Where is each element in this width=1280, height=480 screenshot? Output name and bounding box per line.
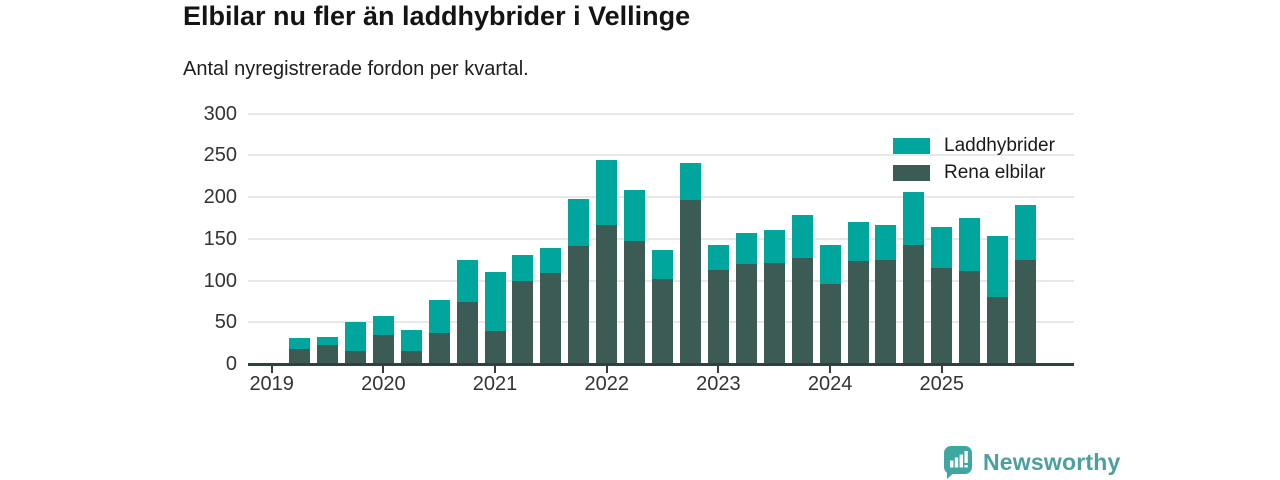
x-axis-tick-2025 [940,365,943,373]
x-axis-tick-2021 [494,365,497,373]
bar-segment-laddhybrider-2022-q2 [624,190,646,242]
x-axis-tick-2023 [717,365,720,373]
legend-swatch-laddhybrider [893,137,930,154]
bar-segment-rena-elbilar-2020-q2 [400,350,422,364]
y-axis-label-0: 0 [225,353,237,375]
bar-segment-laddhybrider-2019-q3 [317,337,339,345]
x-axis-label-2021: 2021 [472,373,518,395]
bar-segment-rena-elbilar-2021-q4 [568,246,590,364]
y-axis-label-100: 100 [203,269,237,292]
bar-segment-laddhybrider-2024-q4 [903,191,925,245]
gridline-250 [248,154,1074,157]
bar-segment-rena-elbilar-2023-q3 [763,262,785,364]
bar-segment-rena-elbilar-2020-q1 [372,334,394,364]
bar-segment-laddhybrider-2020-q2 [400,329,422,351]
y-axis-label-200: 200 [203,186,237,208]
legend-label-laddhybrider: Laddhybrider [944,134,1055,156]
bar-segment-rena-elbilar-2022-q4 [680,200,701,364]
chart-subtitle: Antal nyregistrerade fordon per kvartal. [183,58,529,80]
gridline-150 [248,237,1074,240]
bar-segment-rena-elbilar-2023-q4 [791,257,813,364]
bar-segment-rena-elbilar-2025-q3 [987,297,1009,364]
x-axis-label-2023: 2023 [696,373,741,395]
bar-segment-laddhybrider-2025-q1 [931,227,953,268]
x-axis-tick-2020 [382,365,385,373]
x-axis-label-2019: 2019 [249,373,294,395]
y-axis-label-300: 300 [203,102,237,125]
x-axis-line [248,362,1074,366]
legend-label-rena-elbilar: Rena elbilar [944,161,1046,183]
bar-segment-laddhybrider-2022-q3 [652,249,674,279]
bar-segment-laddhybrider-2020-q3 [428,299,450,334]
y-axis-label-50: 50 [214,311,237,334]
bar-segment-rena-elbilar-2022-q1 [596,225,618,364]
bar-segment-laddhybrider-2025-q3 [987,236,1009,298]
bar-segment-laddhybrider-2023-q2 [735,232,757,264]
y-axis-label-150: 150 [203,227,237,250]
gridline-300 [248,112,1074,115]
bar-segment-rena-elbilar-2023-q2 [735,263,757,364]
bar-segment-rena-elbilar-2025-q1 [931,267,953,364]
bar-segment-laddhybrider-2020-q4 [456,259,478,303]
bar-segment-laddhybrider-2019-q2 [289,338,311,349]
y-axis-label-250: 250 [203,144,237,167]
bar-segment-laddhybrider-2023-q4 [791,214,813,258]
bar-segment-rena-elbilar-2023-q1 [707,270,729,364]
bar-segment-rena-elbilar-2024-q4 [903,244,925,364]
bar-segment-laddhybrider-2024-q3 [875,224,897,261]
x-axis-label-2022: 2022 [584,373,629,395]
bar-segment-rena-elbilar-2020-q4 [456,302,478,364]
bar-segment-laddhybrider-2025-q2 [959,217,981,272]
bar-segment-rena-elbilar-2025-q4 [1015,259,1037,364]
bar-segment-rena-elbilar-2021-q2 [512,281,534,364]
bar-segment-laddhybrider-2023-q3 [763,230,785,263]
legend-swatch-rena-elbilar [893,164,930,181]
bar-segment-laddhybrider-2022-q4 [680,162,701,201]
legend-item-rena-elbilar: Rena elbilar [893,159,1055,186]
bar-segment-rena-elbilar-2022-q3 [652,278,674,364]
bar-segment-laddhybrider-2021-q1 [484,272,506,331]
chart-title: Elbilar nu fler än laddhybrider i Vellin… [183,1,691,31]
bar-segment-rena-elbilar-2021-q3 [540,272,562,364]
bar-segment-rena-elbilar-2022-q2 [624,241,646,364]
bar-segment-rena-elbilar-2021-q1 [484,330,506,364]
bar-segment-laddhybrider-2023-q1 [707,245,729,271]
legend: Laddhybrider Rena elbilar [893,132,1055,186]
bar-segment-laddhybrider-2022-q1 [596,160,618,226]
bar-segment-laddhybrider-2024-q2 [847,222,869,262]
brand-wordmark: Newsworthy [983,448,1121,475]
bar-chart-pin-icon [944,446,972,479]
bar-segment-laddhybrider-2024-q1 [819,244,841,284]
x-axis-tick-2022 [605,365,608,373]
x-axis-tick-2024 [829,365,832,373]
legend-item-laddhybrider: Laddhybrider [893,132,1055,159]
x-axis-label-2024: 2024 [807,373,853,395]
bar-segment-laddhybrider-2021-q2 [512,254,534,282]
bar-segment-laddhybrider-2021-q3 [540,247,562,273]
x-axis-label-2020: 2020 [361,373,406,395]
bar-segment-laddhybrider-2021-q4 [568,198,590,247]
bar-segment-laddhybrider-2025-q4 [1015,205,1037,260]
bar-segment-rena-elbilar-2025-q2 [959,271,981,364]
bar-segment-rena-elbilar-2024-q1 [819,283,841,364]
bar-segment-laddhybrider-2019-q4 [344,322,366,351]
x-axis-tick-2019 [270,365,273,373]
bar-segment-laddhybrider-2020-q1 [372,315,394,335]
bar-segment-rena-elbilar-2024-q2 [847,261,869,364]
bar-segment-rena-elbilar-2019-q3 [317,344,339,364]
x-axis-label-2025: 2025 [919,373,965,395]
bar-segment-rena-elbilar-2020-q3 [428,333,450,364]
bar-segment-rena-elbilar-2019-q4 [344,350,366,364]
bar-segment-rena-elbilar-2024-q3 [875,260,897,364]
newsworthy-logo[interactable]: Newsworthy [943,444,1120,480]
bar-segment-rena-elbilar-2019-q2 [289,348,311,364]
gridline-200 [248,196,1074,198]
